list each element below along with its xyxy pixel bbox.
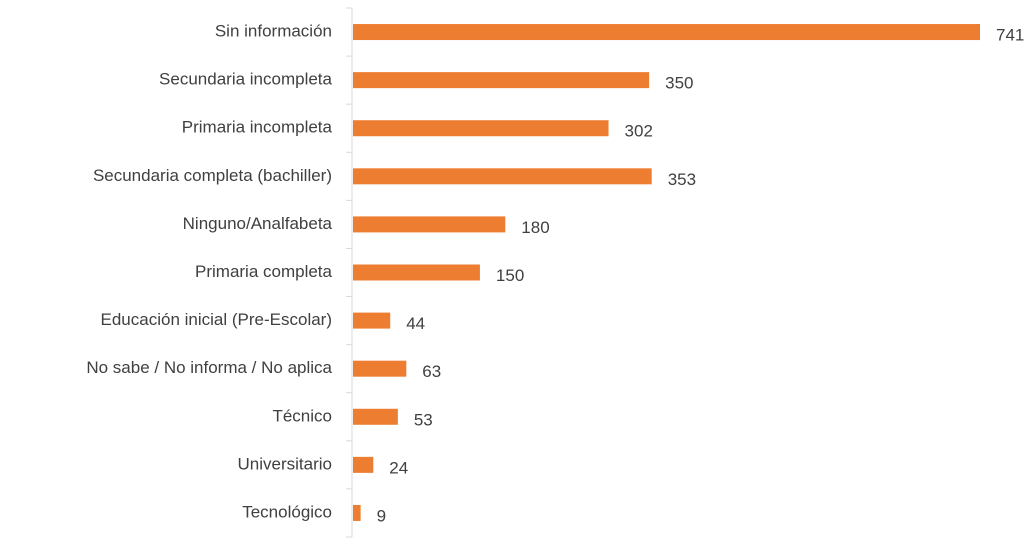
data-label: 302 (625, 122, 653, 141)
bar (353, 168, 652, 185)
y-tick-label: Tecnológico (242, 502, 332, 521)
data-label: 353 (668, 170, 696, 189)
data-label: 9 (377, 506, 386, 525)
data-label: 180 (521, 218, 549, 237)
bar (353, 216, 506, 233)
bar (353, 312, 391, 329)
bar (353, 360, 407, 377)
data-label: 63 (422, 362, 441, 381)
data-label: 53 (414, 410, 433, 429)
bar (353, 120, 609, 137)
y-tick-label: Universitario (238, 454, 332, 473)
y-tick-label: Primaria incompleta (182, 118, 333, 137)
y-tick-label: Sin información (215, 22, 332, 41)
y-tick-label: Secundaria incompleta (159, 70, 332, 89)
y-tick-label: Ninguno/Analfabeta (183, 214, 333, 233)
y-tick-label: No sabe / No informa / No aplica (86, 358, 332, 377)
data-label: 24 (389, 458, 408, 477)
bar (353, 456, 374, 473)
data-label: 350 (665, 74, 693, 93)
y-tick-label: Primaria completa (195, 262, 333, 281)
bar (353, 24, 980, 41)
y-tick-label: Técnico (272, 406, 332, 425)
bar (353, 264, 480, 281)
bar (353, 72, 650, 89)
data-label: 44 (406, 314, 425, 333)
bar (353, 408, 398, 425)
y-tick-label: Secundaria completa (bachiller) (93, 166, 332, 185)
bar (353, 504, 361, 521)
data-label: 150 (496, 266, 524, 285)
data-label: 741 (996, 26, 1024, 45)
y-tick-label: Educación inicial (Pre-Escolar) (101, 310, 332, 329)
